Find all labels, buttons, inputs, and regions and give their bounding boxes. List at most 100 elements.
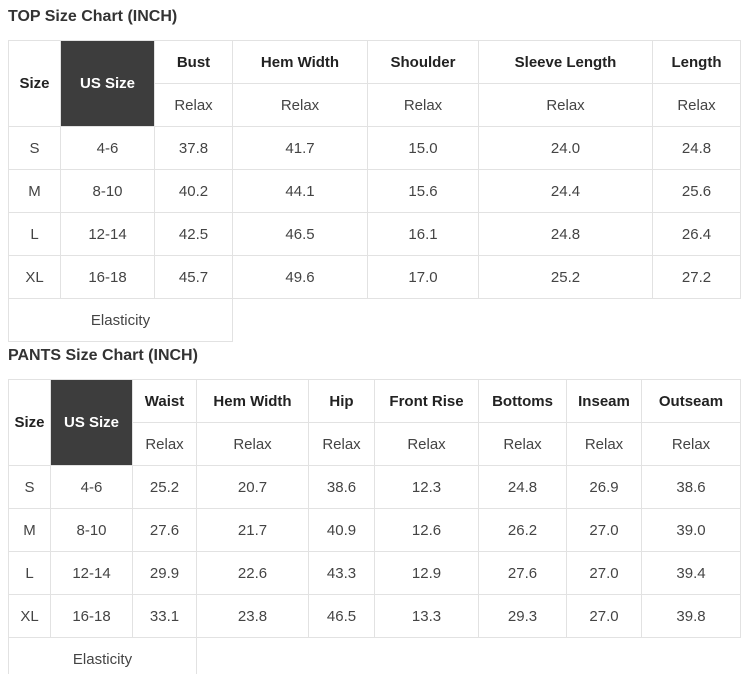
table-header-row: Size US Size Waist Hem Width Hip Front Rise Bo… bbox=[8, 379, 741, 466]
measurement-cell: 40.2 bbox=[154, 169, 233, 213]
measurement-cell: 46.5 bbox=[308, 594, 375, 638]
measure-column-header: Outseam bbox=[641, 379, 741, 423]
size-cell: S bbox=[8, 465, 51, 509]
empty-cell bbox=[233, 299, 741, 342]
us-size-cell: 16-18 bbox=[60, 255, 155, 299]
measurement-cell: 43.3 bbox=[308, 551, 375, 595]
measurement-cell: 44.1 bbox=[232, 169, 368, 213]
measure-column-header: Hip bbox=[308, 379, 375, 423]
fit-type-cell: Relax bbox=[652, 83, 741, 127]
pants-size-chart-table: Size US Size Waist Hem Width Hip Front Rise Bo… bbox=[8, 379, 741, 674]
measure-column-header: Bottoms bbox=[478, 379, 567, 423]
us-size-cell: 8-10 bbox=[50, 508, 133, 552]
measure-column-header: Waist bbox=[132, 379, 197, 423]
top-size-chart-table: Size US Size Bust Hem Width Shoulder Sleeve L… bbox=[8, 40, 741, 342]
fit-type-cell: Relax bbox=[374, 422, 479, 466]
measurement-cell: 49.6 bbox=[232, 255, 368, 299]
table-row: L 12-14 29.9 22.6 43.3 12.9 27.6 27.0 39.4 bbox=[8, 551, 741, 595]
measurement-cell: 27.6 bbox=[132, 508, 197, 552]
size-column-header: Size bbox=[8, 379, 51, 466]
elasticity-row: Elasticity bbox=[8, 637, 741, 674]
measurement-cell: 45.7 bbox=[154, 255, 233, 299]
fit-type-cell: Relax bbox=[641, 422, 741, 466]
measure-column-header: Shoulder bbox=[367, 40, 479, 84]
fit-type-row: Relax Relax Relax Relax Relax Relax Relax bbox=[9, 422, 741, 466]
table-row: L 12-14 42.5 46.5 16.1 24.8 26.4 bbox=[8, 212, 741, 256]
elasticity-cell: Elasticity bbox=[8, 637, 197, 674]
measurement-cell: 29.3 bbox=[478, 594, 567, 638]
us-size-cell: 8-10 bbox=[60, 169, 155, 213]
measurement-cell: 39.8 bbox=[641, 594, 741, 638]
measurement-cell: 27.0 bbox=[566, 508, 642, 552]
us-size-cell: 16-18 bbox=[50, 594, 133, 638]
measurement-cell: 12.9 bbox=[374, 551, 479, 595]
table-row: XL 16-18 33.1 23.8 46.5 13.3 29.3 27.0 39.8 bbox=[8, 594, 741, 638]
measurement-cell: 37.8 bbox=[154, 126, 233, 170]
measurement-cell: 46.5 bbox=[232, 212, 368, 256]
size-cell: M bbox=[8, 169, 61, 213]
measure-column-header: Length bbox=[652, 40, 741, 84]
us-size-cell: 4-6 bbox=[60, 126, 155, 170]
measurement-cell: 24.8 bbox=[652, 126, 741, 170]
measurement-cell: 12.6 bbox=[374, 508, 479, 552]
table-row: M 8-10 40.2 44.1 15.6 24.4 25.6 bbox=[8, 169, 741, 213]
measurement-cell: 26.4 bbox=[652, 212, 741, 256]
size-cell: XL bbox=[8, 594, 51, 638]
measurement-cell: 27.2 bbox=[652, 255, 741, 299]
measurement-cell: 23.8 bbox=[196, 594, 309, 638]
measurement-cell: 40.9 bbox=[308, 508, 375, 552]
measurement-cell: 33.1 bbox=[132, 594, 197, 638]
table-row: S 4-6 25.2 20.7 38.6 12.3 24.8 26.9 38.6 bbox=[8, 465, 741, 509]
table-row: S 4-6 37.8 41.7 15.0 24.0 24.8 bbox=[8, 126, 741, 170]
size-cell: M bbox=[8, 508, 51, 552]
elasticity-cell: Elasticity bbox=[8, 298, 233, 342]
top-chart-title: TOP Size Chart (INCH) bbox=[8, 8, 178, 25]
measurement-cell: 12.3 bbox=[374, 465, 479, 509]
table-header-row: Size US Size Bust Hem Width Shoulder Sleeve L… bbox=[8, 40, 741, 127]
measurement-cell: 27.0 bbox=[566, 594, 642, 638]
measurement-cell: 25.2 bbox=[478, 255, 653, 299]
table-row: M 8-10 27.6 21.7 40.9 12.6 26.2 27.0 39.0 bbox=[8, 508, 741, 552]
us-size-cell: 4-6 bbox=[50, 465, 133, 509]
size-cell: L bbox=[8, 212, 61, 256]
measure-column-header: Inseam bbox=[566, 379, 642, 423]
measurement-cell: 17.0 bbox=[367, 255, 479, 299]
measurement-cell: 15.6 bbox=[367, 169, 479, 213]
fit-type-cell: Relax bbox=[196, 422, 309, 466]
size-column-header: Size bbox=[8, 40, 61, 127]
us-size-column-header: US Size bbox=[60, 40, 155, 127]
measure-column-header: Sleeve Length bbox=[478, 40, 653, 84]
measurement-cell: 26.2 bbox=[478, 508, 567, 552]
fit-type-cell: Relax bbox=[566, 422, 642, 466]
fit-type-cell: Relax bbox=[132, 422, 197, 466]
measurement-cell: 42.5 bbox=[154, 212, 233, 256]
us-size-cell: 12-14 bbox=[60, 212, 155, 256]
measurement-cell: 20.7 bbox=[196, 465, 309, 509]
measurement-cell: 25.6 bbox=[652, 169, 741, 213]
measurement-cell: 13.3 bbox=[374, 594, 479, 638]
fit-type-cell: Relax bbox=[478, 422, 567, 466]
measurement-cell: 24.4 bbox=[478, 169, 653, 213]
elasticity-row: Elasticity bbox=[8, 298, 741, 342]
measurement-cell: 15.0 bbox=[367, 126, 479, 170]
measurement-cell: 27.6 bbox=[478, 551, 567, 595]
fit-type-cell: Relax bbox=[308, 422, 375, 466]
measurement-cell: 39.4 bbox=[641, 551, 741, 595]
measure-column-header: Bust bbox=[154, 40, 233, 84]
measurement-cell: 24.8 bbox=[478, 212, 653, 256]
measurement-cell: 25.2 bbox=[132, 465, 197, 509]
empty-cell bbox=[197, 638, 741, 674]
measurement-cell: 21.7 bbox=[196, 508, 309, 552]
us-size-cell: 12-14 bbox=[50, 551, 133, 595]
us-size-column-header: US Size bbox=[50, 379, 133, 466]
fit-type-cell: Relax bbox=[232, 83, 368, 127]
measurement-cell: 24.8 bbox=[478, 465, 567, 509]
fit-type-cell: Relax bbox=[154, 83, 233, 127]
size-cell: S bbox=[8, 126, 61, 170]
table-row: XL 16-18 45.7 49.6 17.0 25.2 27.2 bbox=[8, 255, 741, 299]
fit-type-cell: Relax bbox=[478, 83, 653, 127]
measurement-cell: 41.7 bbox=[232, 126, 368, 170]
measurement-cell: 39.0 bbox=[641, 508, 741, 552]
fit-type-cell: Relax bbox=[367, 83, 479, 127]
